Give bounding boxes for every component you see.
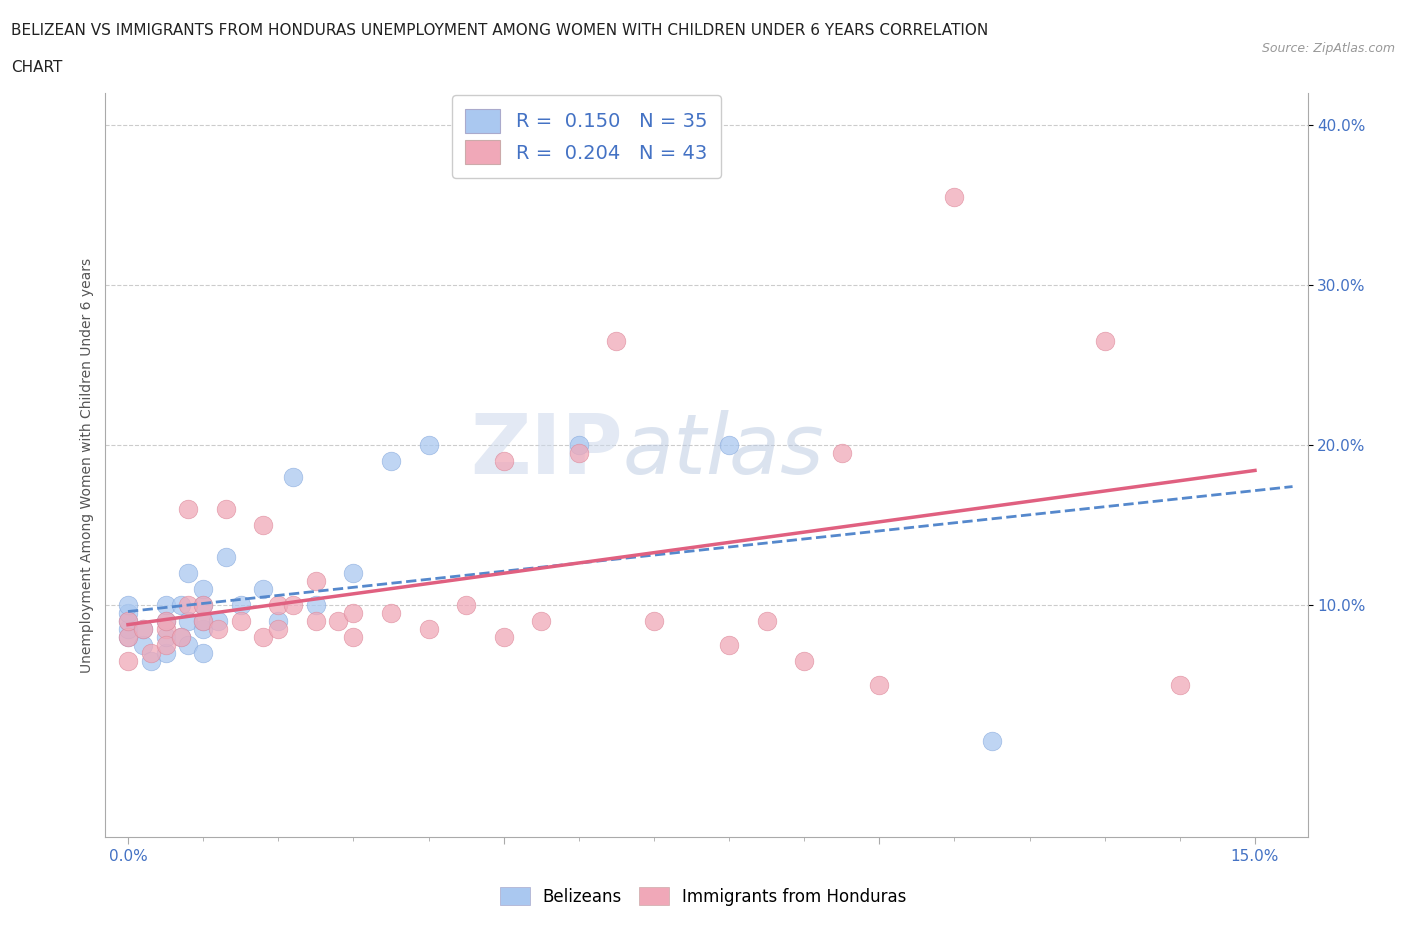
Text: Source: ZipAtlas.com: Source: ZipAtlas.com: [1261, 42, 1395, 55]
Point: [605, 334, 627, 349]
Point: [229, 598, 252, 613]
Point: [418, 621, 440, 636]
Point: [252, 518, 274, 533]
Point: [267, 598, 290, 613]
Point: [177, 614, 200, 629]
Point: [207, 621, 229, 636]
Point: [155, 638, 177, 653]
Point: [530, 614, 553, 629]
Point: [132, 621, 155, 636]
Point: [342, 605, 364, 620]
Point: [191, 598, 214, 613]
Point: [380, 605, 402, 620]
Point: [380, 454, 402, 469]
Point: [177, 565, 200, 580]
Text: BELIZEAN VS IMMIGRANTS FROM HONDURAS UNEMPLOYMENT AMONG WOMEN WITH CHILDREN UNDE: BELIZEAN VS IMMIGRANTS FROM HONDURAS UNE…: [11, 23, 988, 38]
Point: [267, 614, 290, 629]
Point: [492, 630, 515, 644]
Point: [117, 614, 139, 629]
Point: [117, 630, 139, 644]
Point: [155, 598, 177, 613]
Point: [718, 638, 741, 653]
Legend: R =  0.150   N = 35, R =  0.204   N = 43: R = 0.150 N = 35, R = 0.204 N = 43: [451, 95, 721, 178]
Point: [191, 621, 214, 636]
Legend: Belizeans, Immigrants from Honduras: Belizeans, Immigrants from Honduras: [494, 881, 912, 912]
Point: [191, 614, 214, 629]
Point: [342, 630, 364, 644]
Point: [117, 630, 139, 644]
Text: atlas: atlas: [623, 409, 824, 491]
Point: [132, 621, 155, 636]
Point: [177, 638, 200, 653]
Y-axis label: Unemployment Among Women with Children Under 6 years: Unemployment Among Women with Children U…: [80, 258, 94, 672]
Point: [267, 621, 290, 636]
Point: [169, 630, 191, 644]
Point: [132, 638, 155, 653]
Point: [283, 598, 305, 613]
Point: [155, 630, 177, 644]
Point: [155, 645, 177, 660]
Point: [755, 614, 778, 629]
Point: [793, 654, 815, 669]
Point: [305, 598, 328, 613]
Point: [169, 598, 191, 613]
Point: [568, 437, 591, 452]
Point: [155, 621, 177, 636]
Point: [454, 598, 477, 613]
Point: [568, 445, 591, 460]
Point: [981, 734, 1004, 749]
Point: [229, 614, 252, 629]
Point: [139, 645, 162, 660]
Point: [305, 614, 328, 629]
Point: [169, 630, 191, 644]
Point: [117, 654, 139, 669]
Text: ZIP: ZIP: [470, 409, 623, 491]
Point: [342, 565, 364, 580]
Point: [328, 614, 350, 629]
Point: [492, 454, 515, 469]
Point: [155, 614, 177, 629]
Point: [718, 437, 741, 452]
Point: [117, 598, 139, 613]
Point: [305, 574, 328, 589]
Point: [155, 614, 177, 629]
Point: [191, 645, 214, 660]
Point: [868, 678, 890, 693]
Point: [643, 614, 665, 629]
Point: [191, 581, 214, 596]
Point: [117, 605, 139, 620]
Point: [177, 501, 200, 516]
Point: [943, 190, 966, 205]
Point: [214, 550, 236, 565]
Point: [117, 614, 139, 629]
Point: [207, 614, 229, 629]
Text: CHART: CHART: [11, 60, 63, 75]
Point: [177, 598, 200, 613]
Point: [214, 501, 236, 516]
Point: [283, 470, 305, 485]
Point: [252, 581, 274, 596]
Point: [1094, 334, 1116, 349]
Point: [831, 445, 853, 460]
Point: [139, 654, 162, 669]
Point: [418, 437, 440, 452]
Point: [1168, 678, 1191, 693]
Point: [191, 598, 214, 613]
Point: [252, 630, 274, 644]
Point: [117, 621, 139, 636]
Point: [191, 614, 214, 629]
